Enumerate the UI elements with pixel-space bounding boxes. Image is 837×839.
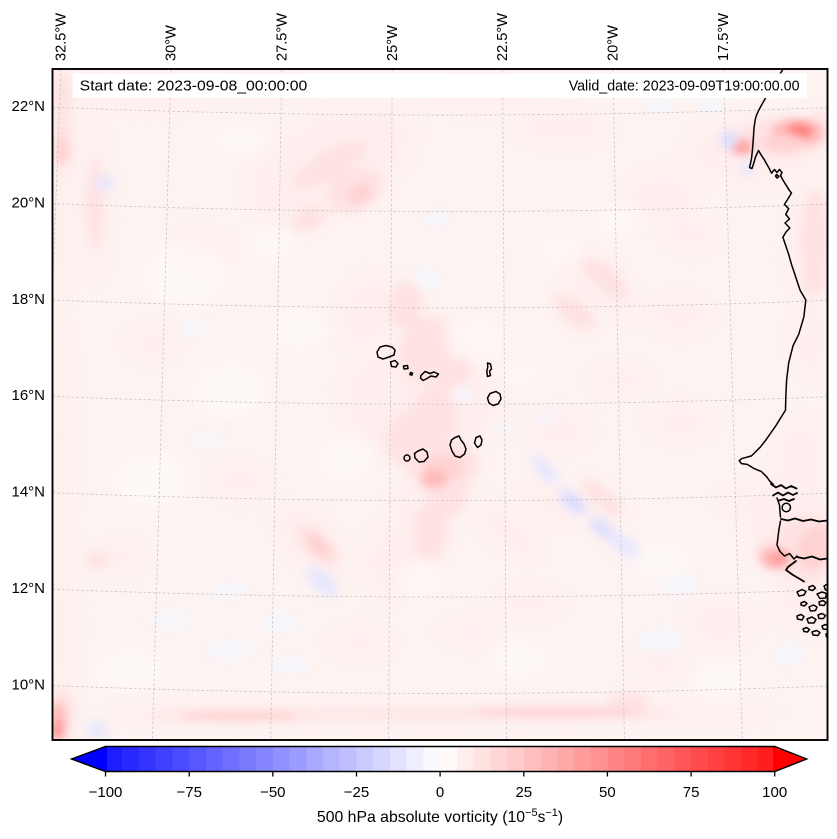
svg-text:0: 0: [436, 784, 444, 801]
svg-text:22°N: 22°N: [11, 98, 45, 115]
svg-text:30°W: 30°W: [164, 25, 180, 61]
svg-text:17.5°W: 17.5°W: [716, 13, 732, 61]
svg-text:100: 100: [762, 784, 787, 801]
svg-text:20°N: 20°N: [11, 194, 45, 211]
svg-text:Start date: 2023-09-08_00:00:0: Start date: 2023-09-08_00:00:00: [80, 77, 308, 94]
svg-text:14°N: 14°N: [11, 484, 45, 501]
svg-text:20°W: 20°W: [606, 25, 622, 61]
svg-text:22.5°W: 22.5°W: [495, 13, 511, 61]
svg-text:−100: −100: [89, 784, 123, 801]
svg-text:−50: −50: [260, 784, 285, 801]
svg-text:50: 50: [599, 784, 616, 801]
svg-text:10°N: 10°N: [11, 676, 45, 693]
svg-text:25: 25: [515, 784, 532, 801]
svg-text:27.5°W: 27.5°W: [274, 13, 290, 61]
svg-text:−25: −25: [344, 784, 369, 801]
svg-text:32.5°W: 32.5°W: [54, 13, 70, 61]
svg-text:16°N: 16°N: [11, 387, 45, 404]
svg-text:500 hPa absolute vorticity (10: 500 hPa absolute vorticity (10−5s−1): [317, 807, 563, 826]
svg-text:18°N: 18°N: [11, 291, 45, 308]
svg-text:75: 75: [683, 784, 700, 801]
svg-text:−75: −75: [176, 784, 201, 801]
svg-text:Valid_date: 2023-09-09T19:00:0: Valid_date: 2023-09-09T19:00:00.00: [569, 77, 800, 94]
svg-text:12°N: 12°N: [11, 580, 45, 597]
svg-text:25°W: 25°W: [385, 25, 401, 61]
